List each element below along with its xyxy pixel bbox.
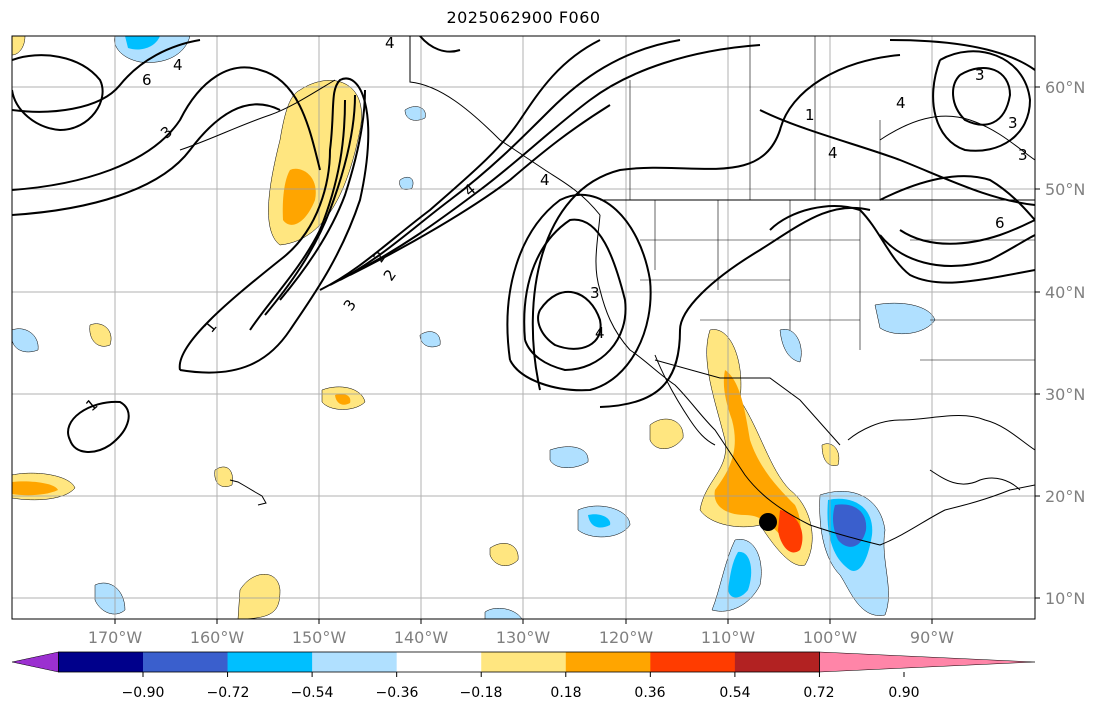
canada-east	[879, 115, 1035, 161]
lat-label: 10°N	[1045, 589, 1085, 608]
colorbar-segment	[565, 652, 651, 672]
lon-label: 130°W	[496, 628, 551, 647]
lat-label: 40°N	[1045, 283, 1085, 302]
colorbar-tick-labels: −0.90 −0.72 −0.54 −0.36 −0.18 0.18 0.36 …	[122, 685, 920, 701]
colorbar-segment	[734, 652, 820, 672]
tick-marks	[114, 86, 1040, 624]
lat-label: 30°N	[1045, 385, 1085, 404]
colorbar-frame	[58, 651, 820, 673]
alaska-coast	[409, 36, 601, 216]
lon-label: 170°W	[88, 628, 143, 647]
colorbar-segment	[227, 652, 313, 672]
contour-label: 4	[595, 324, 605, 342]
anomaly-pos-4	[649, 418, 684, 449]
contour-label: 3	[975, 66, 985, 84]
anomaly-pos-mexico-core	[714, 370, 801, 545]
canada-lines	[629, 36, 881, 200]
yucatan	[929, 469, 1021, 491]
colorbar-tick-label: −0.54	[291, 685, 334, 701]
lon-label: 150°W	[292, 628, 347, 647]
anomaly-neg-5	[404, 106, 426, 121]
contour-label: 3	[590, 284, 600, 302]
contour-label: 4	[385, 34, 395, 52]
lat-label: 60°N	[1045, 78, 1085, 97]
nw-high	[952, 66, 1012, 126]
us-mexico-border	[654, 359, 841, 446]
colorbar-tick-label: 0.18	[550, 685, 581, 701]
colorbar	[11, 651, 1036, 677]
colorbar-segment	[312, 652, 398, 672]
lon-label: 120°W	[599, 628, 654, 647]
anomaly-neg-6	[399, 177, 414, 190]
contour-label: 3	[1008, 114, 1018, 132]
anomaly-pos-6	[237, 574, 281, 619]
latitude-labels: 60°N 50°N 40°N 30°N 20°N 10°N	[1045, 78, 1085, 608]
baja	[654, 354, 716, 446]
map-title: 2025062900 F060	[446, 8, 601, 27]
contour-label: 4	[540, 171, 550, 189]
anomaly-neg-10	[484, 607, 523, 619]
contour-label: 4	[173, 56, 183, 74]
lon-label: 90°W	[910, 628, 954, 647]
contour-label: 3	[1018, 146, 1028, 164]
gridlines	[12, 36, 1035, 619]
anomaly-neg-8	[12, 328, 39, 353]
longitude-labels: 170°W 160°W 150°W 140°W 130°W 120°W 110°…	[88, 628, 954, 647]
height-contours	[12, 36, 1035, 453]
lon-label: 100°W	[803, 628, 858, 647]
lon-label: 110°W	[701, 628, 756, 647]
colorbar-tick-label: 0.54	[719, 685, 750, 701]
colorbar-segment	[650, 652, 736, 672]
anomaly-neg-9	[94, 582, 126, 615]
anomaly-neg-4	[779, 328, 802, 363]
anomaly-neg-7	[419, 331, 441, 348]
colorbar-tick-label: −0.36	[376, 685, 419, 701]
anomaly-pos-mexico-peak	[778, 510, 803, 553]
lon-label: 140°W	[394, 628, 449, 647]
contour-label: 6	[995, 214, 1005, 232]
anomaly-pos-7	[214, 466, 233, 487]
lat-label: 50°N	[1045, 180, 1085, 199]
anomaly-pos-2	[89, 323, 112, 347]
colorbar-tick-label: −0.18	[460, 685, 503, 701]
contour-label: 1	[805, 106, 815, 124]
colorbar-segment	[58, 652, 144, 672]
colorbar-tick-label: 0.72	[803, 685, 834, 701]
anomaly-neg-epac-peak	[833, 504, 867, 547]
colorbar-extend-high	[819, 651, 1036, 673]
marker-black-dot	[759, 513, 777, 531]
lon-label: 160°W	[190, 628, 245, 647]
gulf-coast	[847, 415, 1035, 451]
contour-label: 6	[142, 71, 152, 89]
na-west-coast	[595, 214, 1035, 546]
colorbar-segment	[143, 652, 229, 672]
contour-label: 4	[896, 94, 906, 112]
shaded-anomalies	[12, 36, 936, 619]
aleutians	[179, 79, 336, 151]
anomaly-pos-gulf-alaska-core	[282, 168, 316, 225]
low-contour	[537, 290, 602, 350]
colorbar-tick-label: 0.90	[888, 685, 919, 701]
ne-contour-1	[769, 205, 1035, 284]
colorbar-tick-label: −0.72	[207, 685, 250, 701]
anomaly-pos-5	[489, 543, 519, 566]
coastlines	[179, 36, 1035, 546]
lat-label: 20°N	[1045, 487, 1085, 506]
colorbar-segment	[481, 652, 567, 672]
contour-label: 4	[828, 144, 838, 162]
colorbar-extend-low	[11, 651, 59, 673]
colorbar-segment	[396, 652, 482, 672]
colorbar-tick-label: −0.90	[122, 685, 165, 701]
trough-contour-1	[178, 77, 370, 374]
hawaii	[229, 479, 267, 506]
colorbar-tick-label: 0.36	[634, 685, 665, 701]
anomaly-neg-2	[549, 446, 589, 468]
